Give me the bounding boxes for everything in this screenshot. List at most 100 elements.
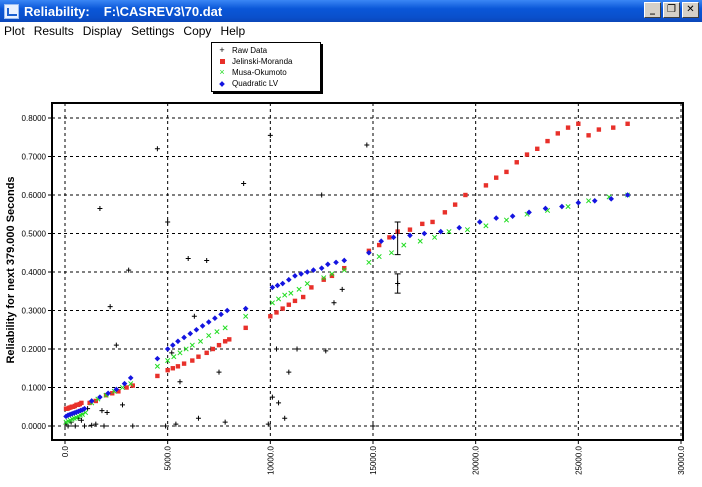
data-point-x bbox=[586, 198, 592, 204]
data-point-square bbox=[190, 358, 195, 363]
data-point-x bbox=[197, 338, 204, 344]
data-point-plus bbox=[294, 346, 300, 352]
data-point-square bbox=[286, 302, 292, 307]
series-plus bbox=[63, 132, 401, 429]
data-point-plus bbox=[339, 286, 345, 292]
data-point-square bbox=[243, 325, 248, 331]
plus-marker-icon: + bbox=[219, 45, 225, 55]
data-point-square bbox=[494, 175, 499, 180]
data-point-plus bbox=[173, 421, 179, 427]
data-point-x bbox=[206, 332, 212, 339]
data-point-diamond bbox=[437, 228, 444, 235]
data-point-diamond bbox=[218, 311, 224, 318]
data-point-square bbox=[165, 367, 170, 373]
data-point-diamond bbox=[164, 346, 171, 352]
error-bar bbox=[394, 273, 401, 294]
data-point-plus bbox=[265, 421, 271, 427]
data-point-square bbox=[227, 337, 232, 342]
data-point-x bbox=[417, 238, 423, 244]
y-tick-label: 0.2000 bbox=[22, 345, 47, 354]
data-point-square bbox=[116, 389, 121, 394]
menu-copy[interactable]: Copy bbox=[183, 24, 212, 38]
data-point-square bbox=[309, 285, 314, 290]
legend-label: Quadratic LV bbox=[232, 79, 279, 88]
data-point-diamond bbox=[77, 407, 84, 414]
data-point-diamond bbox=[421, 230, 428, 237]
data-point-x bbox=[483, 223, 489, 229]
data-point-plus bbox=[222, 419, 228, 425]
data-point-diamond bbox=[542, 205, 549, 212]
data-point-x bbox=[464, 227, 471, 233]
data-point-plus bbox=[185, 256, 191, 262]
data-point-plus bbox=[286, 369, 292, 375]
data-point-square bbox=[87, 400, 92, 406]
x-tick-label: 0.0 bbox=[61, 445, 70, 457]
menu-help[interactable]: Help bbox=[220, 24, 246, 38]
data-point-diamond bbox=[113, 386, 120, 393]
data-point-diamond bbox=[187, 330, 194, 337]
y-tick-label: 0.8000 bbox=[22, 114, 47, 123]
data-point-square bbox=[204, 350, 209, 356]
y-axis-label: Reliability for next 379.000 Seconds bbox=[5, 176, 17, 363]
data-point-square bbox=[524, 152, 530, 157]
data-point-diamond bbox=[325, 261, 331, 268]
data-point-square bbox=[175, 364, 181, 369]
data-point-square bbox=[535, 146, 540, 151]
data-point-plus bbox=[99, 408, 105, 414]
data-point-diamond bbox=[608, 196, 614, 202]
data-point-square bbox=[504, 169, 509, 175]
data-point-plus bbox=[107, 304, 113, 310]
y-tick-label: 0.4000 bbox=[22, 268, 47, 277]
data-point-plus bbox=[216, 369, 222, 375]
data-point-diamond bbox=[286, 276, 292, 283]
data-point-diamond bbox=[274, 282, 281, 289]
data-point-x bbox=[503, 217, 510, 223]
data-point-square bbox=[274, 310, 279, 315]
data-point-square bbox=[292, 298, 298, 304]
restore-button[interactable]: ❐ bbox=[663, 2, 680, 18]
menu-display[interactable]: Display bbox=[82, 24, 123, 38]
data-point-diamond bbox=[175, 338, 181, 345]
data-point-plus bbox=[364, 142, 370, 148]
data-point-diamond bbox=[154, 355, 161, 362]
x-axis-ticks: 0.0 5000.0 10000.0 15000.0 20000.0 25000.0 300… bbox=[61, 440, 686, 475]
data-point-x bbox=[269, 300, 275, 306]
square-marker-icon bbox=[216, 57, 228, 66]
data-point-square bbox=[611, 125, 616, 130]
legend-label: Raw Data bbox=[232, 46, 268, 55]
data-point-plus bbox=[269, 394, 275, 400]
data-point-diamond bbox=[193, 326, 200, 333]
data-point-plus bbox=[191, 313, 197, 319]
data-point-plus bbox=[163, 423, 169, 429]
data-point-square bbox=[210, 346, 216, 352]
minimize-button[interactable]: _ bbox=[644, 2, 661, 18]
data-point-diamond bbox=[242, 305, 249, 312]
data-point-x bbox=[165, 357, 171, 364]
data-point-plus bbox=[331, 300, 337, 306]
data-point-x bbox=[366, 259, 372, 265]
data-point-square bbox=[555, 131, 560, 136]
menu-results[interactable]: Results bbox=[33, 24, 74, 38]
data-point-square bbox=[329, 273, 335, 279]
data-point-diamond bbox=[310, 267, 317, 273]
diamond-marker-icon bbox=[216, 79, 228, 88]
data-point-plus bbox=[119, 402, 125, 408]
data-point-diamond bbox=[526, 209, 532, 216]
data-point-x bbox=[183, 346, 189, 352]
menu-plot[interactable]: Plot bbox=[4, 24, 25, 38]
data-point-diamond bbox=[181, 334, 187, 341]
data-point-plus bbox=[126, 267, 132, 273]
data-point-square bbox=[514, 160, 519, 165]
data-point-plus bbox=[204, 257, 210, 263]
data-point-x bbox=[177, 350, 183, 356]
x-tick-label: 25000.0 bbox=[574, 445, 583, 474]
data-point-plus bbox=[93, 421, 99, 427]
menu-settings[interactable]: Settings bbox=[131, 24, 175, 38]
data-point-diamond bbox=[378, 238, 385, 244]
series-x bbox=[63, 192, 631, 425]
data-point-square bbox=[196, 354, 201, 359]
data-point-x bbox=[222, 325, 228, 331]
data-point-x bbox=[275, 296, 282, 302]
close-button[interactable]: ✕ bbox=[682, 2, 699, 18]
data-point-diamond bbox=[127, 375, 134, 381]
